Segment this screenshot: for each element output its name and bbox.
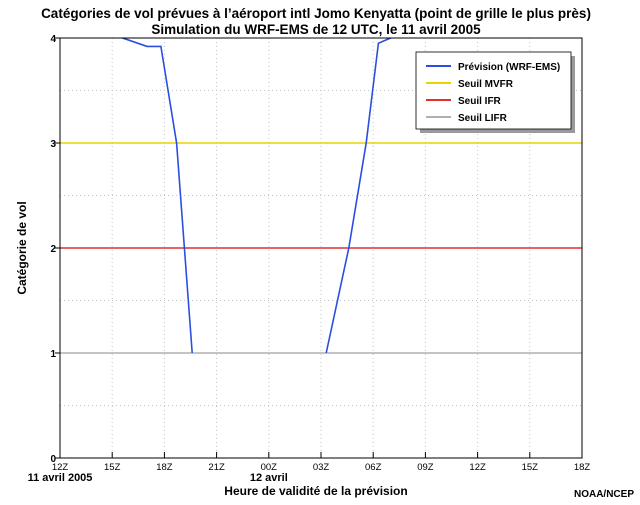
x-tick-label: 00Z (261, 462, 278, 473)
chart-subtitle: Simulation du WRF-EMS de 12 UTC, le 11 a… (151, 22, 481, 37)
grid (60, 38, 582, 458)
x-tick-label: 06Z (365, 462, 382, 473)
x-tick-label: 18Z (156, 462, 173, 473)
date-label: 11 avril 2005 (28, 472, 93, 484)
axis-ticks: 0 1 2 3 4 12Z 15Z 18Z 21Z 00Z 03Z 06Z 09Z 12Z 15Z 18Z 11… (28, 34, 591, 484)
x-tick-label: 21Z (208, 462, 225, 473)
y-tick-label: 1 (50, 349, 56, 360)
y-tick-label: 4 (50, 34, 56, 45)
x-tick-label: 12Z (52, 462, 69, 473)
chart-title: Catégories de vol prévues à l’aéroport i… (41, 6, 591, 21)
forecast-line (325, 38, 394, 354)
x-tick-label: 15Z (522, 462, 539, 473)
x-tick-label: 15Z (104, 462, 121, 473)
credit-label: NOAA/NCEP (574, 489, 634, 500)
legend-entry: Prévision (WRF-EMS) (458, 62, 560, 73)
x-axis-label: Heure de validité de la prévision (224, 484, 407, 498)
forecast-series (121, 38, 394, 354)
x-tick-label: 09Z (417, 462, 434, 473)
forecast-line (121, 38, 193, 354)
y-tick-label: 2 (50, 244, 56, 255)
legend-entry: Seuil LIFR (458, 113, 508, 124)
legend: Prévision (WRF-EMS) Seuil MVFR Seuil IFR Se… (415, 51, 575, 133)
threshold-lines (60, 142, 582, 354)
legend-entry: Seuil IFR (458, 96, 502, 107)
y-axis-label: Catégorie de vol (15, 201, 29, 294)
x-tick-label: 12Z (469, 462, 486, 473)
legend-entry: Seuil MVFR (458, 79, 514, 90)
y-tick-label: 0 (50, 454, 56, 465)
y-tick-label: 3 (50, 139, 56, 150)
x-tick-label: 18Z (574, 462, 591, 473)
x-tick-label: 03Z (313, 462, 330, 473)
date-label: 12 avril (250, 472, 288, 484)
